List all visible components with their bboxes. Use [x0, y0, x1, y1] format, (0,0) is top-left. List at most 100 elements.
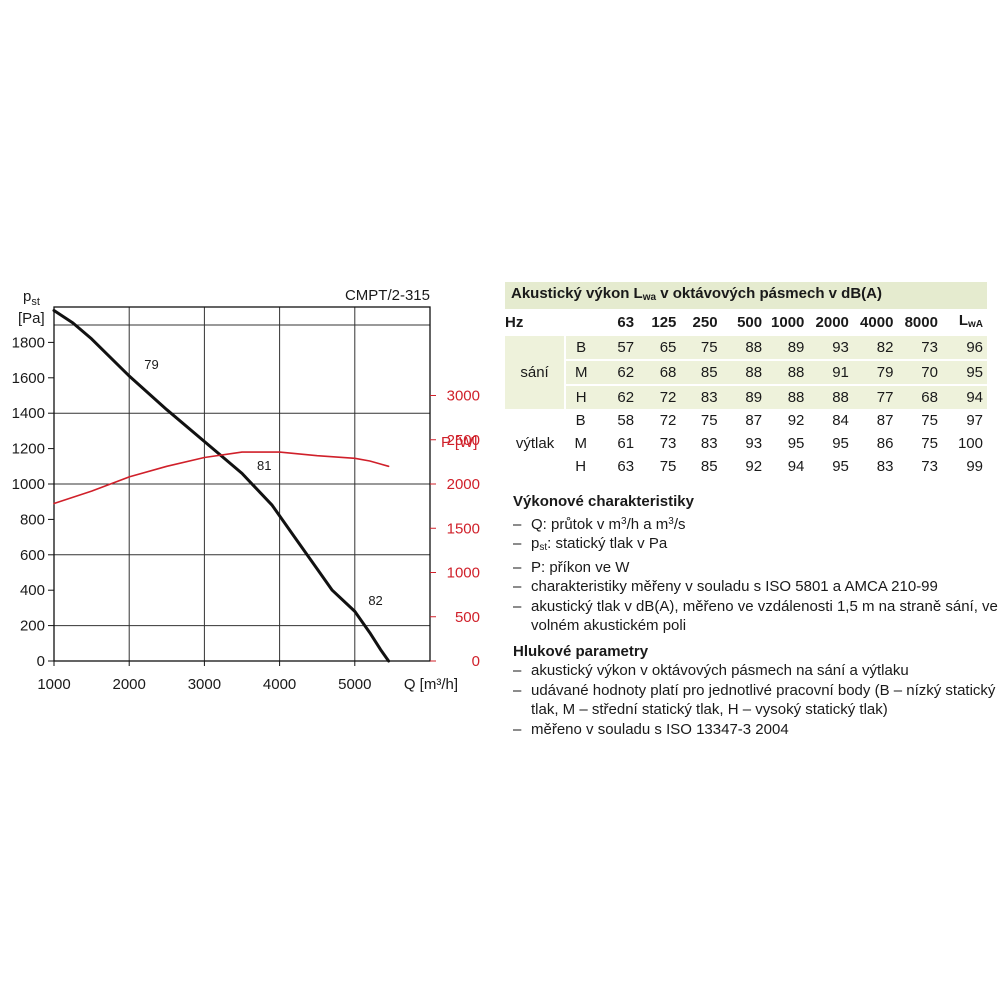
value-cell: 89 [717, 384, 763, 409]
total-cell: 99 [966, 458, 983, 475]
y-left-tick-label: 200 [20, 618, 45, 635]
y-left-tick-label: 1600 [12, 370, 45, 387]
total-cell: 96 [937, 336, 987, 360]
noise-item-octave: – akustický výkon v oktávových pásmech na… [513, 662, 909, 679]
value-cell: 75 [676, 336, 718, 360]
value-cell: 63 [617, 458, 635, 475]
freq-header: 2000 [815, 314, 849, 331]
value-cell: 72 [634, 384, 677, 409]
value-cell: 93 [745, 435, 763, 452]
y-right-tick-label: 3000 [447, 388, 480, 405]
value-cell: 94 [787, 458, 805, 475]
value-cell: 87 [745, 412, 763, 429]
total-header-sub: wA [968, 319, 983, 330]
value-cell: 85 [676, 359, 718, 385]
y-left-axis-label: pst [23, 288, 40, 308]
x-tick-label: 1000 [37, 676, 70, 693]
total-header: LwA [938, 309, 987, 336]
value-cell: 88 [762, 359, 805, 385]
value-cell: 92 [745, 458, 763, 475]
total-cell: 97 [966, 412, 983, 429]
perf-item-pressure: – akustický tlak v dB(A), měřeno ve vzdál… [513, 597, 998, 635]
level-label: H [564, 384, 597, 409]
perf-item-standard: – charakteristiky měřeny v souladu s ISO … [513, 578, 938, 595]
value-cell: 88 [804, 384, 849, 409]
value-cell: 75 [921, 412, 938, 429]
freq-header: 1000 [771, 314, 805, 331]
value-cell: 65 [634, 336, 677, 360]
y-right-tick-label: 1500 [447, 520, 480, 537]
value-cell: 86 [876, 435, 894, 452]
freq-header: 8000 [904, 314, 938, 331]
x-axis-label: Q [m³/h] [404, 676, 458, 693]
perf-item-pst: – pst: statický tlak v Pa [513, 535, 668, 553]
right-panel: Akustický výkon Lwa v oktávových pásmech… [505, 282, 1000, 739]
value-cell: 75 [700, 412, 718, 429]
acoustic-table: Akustický výkon Lwa v oktávových pásmech… [505, 282, 987, 478]
level-label: M [564, 359, 597, 385]
notes: Výkonové charakteristiky – Q: průtok v m3… [505, 492, 1000, 739]
level-header-spacer [565, 309, 596, 336]
acoustic-title: Akustický výkon Lwa v oktávových pásmech… [505, 282, 987, 309]
acoustic-row: M 62 68 85 88 88 91 79 70 95 [505, 359, 987, 385]
value-cell: 87 [876, 412, 894, 429]
noise-title: Hlukové parametry [513, 642, 649, 660]
y-left-tick-label: 1000 [12, 476, 45, 493]
value-cell: 95 [832, 458, 849, 475]
value-cell: 68 [893, 384, 938, 409]
acoustic-row: H 62 72 83 89 88 88 77 68 94 [505, 384, 987, 409]
value-cell: 57 [596, 336, 635, 360]
pressure-curve [52, 309, 391, 663]
y-left-axis-unit: [Pa] [18, 310, 45, 327]
x-tick-label: 2000 [113, 676, 146, 693]
curve-annotation: 82 [368, 593, 382, 608]
value-cell: 95 [832, 435, 849, 452]
freq-header: 250 [692, 314, 718, 331]
value-cell: 88 [762, 384, 805, 409]
perf-item-power: – P: příkon ve W [513, 558, 630, 576]
freq-header: 500 [737, 314, 763, 331]
acoustic-row: M 61 73 83 93 95 95 86 75 100 [505, 432, 987, 455]
y-left-tick-label: 0 [37, 653, 45, 670]
freq-header: 4000 [860, 314, 894, 331]
acoustic-row: sání B 57 65 75 88 89 93 82 73 96 [505, 336, 987, 409]
total-cell: 94 [937, 384, 987, 409]
value-cell: 75 [921, 435, 938, 452]
value-cell: 85 [700, 458, 718, 475]
fan-curve-chart: 0 200 400 600 800 1000 1200 1400 1600 1800 0 500 100… [0, 0, 500, 720]
chart-svg: 0 200 400 600 800 1000 1200 1400 1600 1800 0 500 100… [12, 287, 480, 693]
level-label: B [564, 336, 597, 360]
noise-section: Hlukové parametry – akustický výkon v okt… [505, 642, 1000, 740]
noise-item-points: – udávané hodnoty platí pro jednotlivé pr… [513, 681, 996, 719]
total-cell: 100 [957, 435, 983, 452]
value-cell: 88 [717, 359, 763, 385]
value-cell: 73 [921, 458, 938, 475]
value-cell: 84 [832, 412, 849, 429]
value-cell: 62 [596, 384, 635, 409]
side-label: sání [505, 336, 566, 409]
value-cell: 58 [617, 412, 635, 429]
y-right-tick-label: 500 [455, 609, 480, 626]
value-cell: 75 [659, 458, 677, 475]
x-tick-label: 5000 [338, 676, 371, 693]
level-label: M [574, 435, 587, 452]
y-right-tick-label: 2500 [447, 432, 480, 449]
value-cell: 83 [700, 435, 718, 452]
freq-header: 63 [617, 314, 635, 331]
level-label: B [575, 412, 586, 429]
y-left-tick-label: 800 [20, 511, 45, 528]
frequency-header-row: Hz 63 125 250 500 1000 2000 4000 8000 LwA [505, 309, 987, 336]
x-tick-label: 3000 [188, 676, 221, 693]
y-left-label-sub: st [31, 296, 40, 308]
side-label: výtlak [515, 435, 555, 452]
y-right-tick-label: 0 [472, 653, 480, 670]
value-cell: 68 [634, 359, 677, 385]
acoustic-title-row: Akustický výkon Lwa v oktávových pásmech… [505, 282, 987, 309]
perf-item-q: – Q: průtok v m3/h a m3/s [513, 515, 686, 533]
acoustic-row: H 63 75 85 92 94 95 83 73 99 [505, 455, 987, 478]
value-cell: 91 [804, 359, 849, 385]
y-left-label-main: p [23, 288, 31, 305]
value-cell: 93 [804, 336, 849, 360]
y-left-tick-label: 600 [20, 547, 45, 564]
hz-label: Hz [505, 314, 524, 331]
